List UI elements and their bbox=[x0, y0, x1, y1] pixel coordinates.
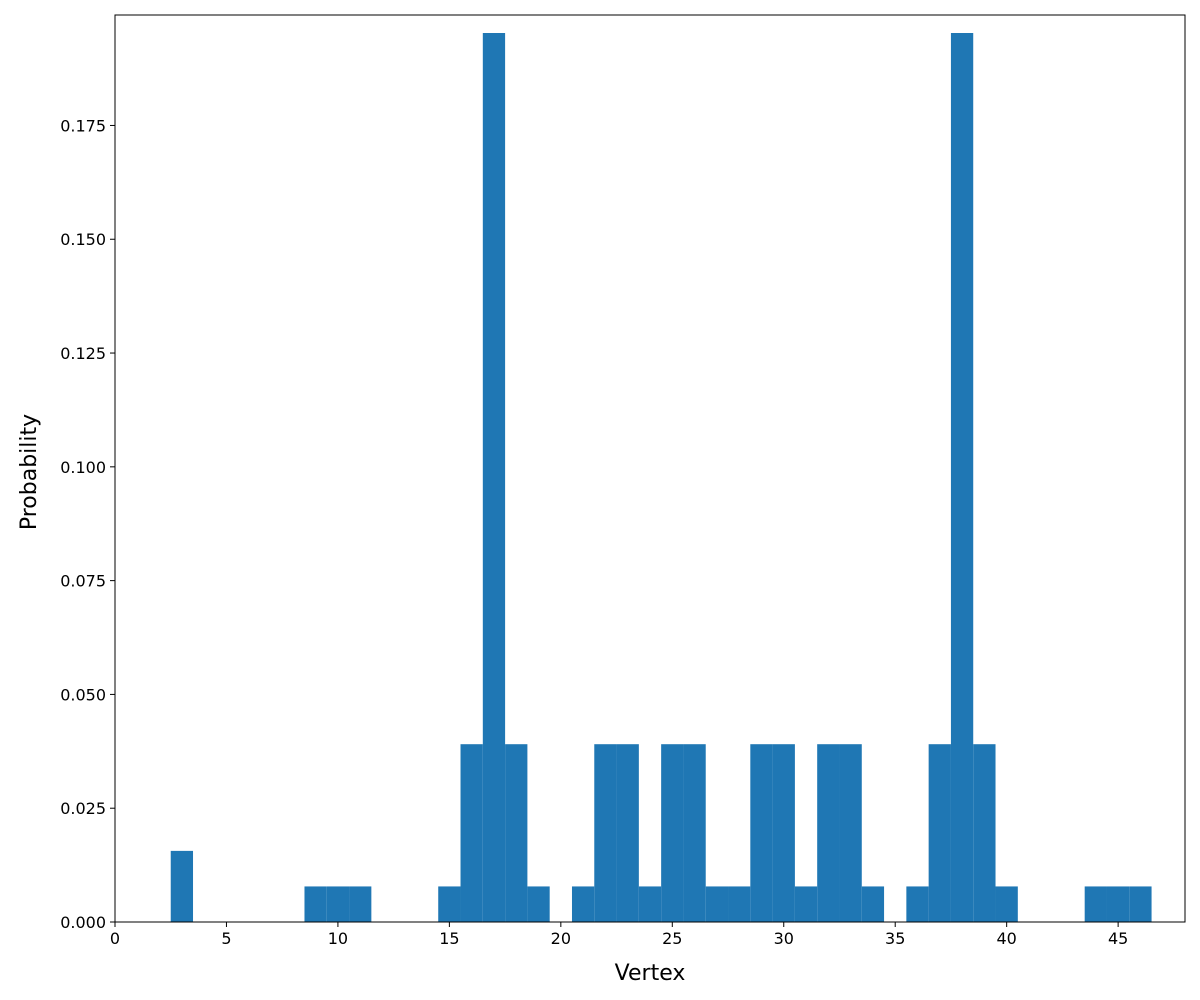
bar-vertex-26 bbox=[683, 744, 706, 922]
bar-vertex-9 bbox=[304, 886, 327, 922]
y-tick-label: 0.000 bbox=[60, 913, 106, 932]
bar-vertex-25 bbox=[661, 744, 684, 922]
bar-vertex-33 bbox=[839, 744, 862, 922]
bar-vertex-10 bbox=[326, 886, 350, 922]
bar-vertex-16 bbox=[460, 744, 483, 922]
x-tick-label: 10 bbox=[328, 929, 348, 948]
bar-vertex-23 bbox=[616, 744, 639, 922]
x-tick-label: 30 bbox=[774, 929, 794, 948]
y-tick-label: 0.100 bbox=[60, 458, 106, 477]
bar-vertex-24 bbox=[638, 886, 662, 922]
y-tick-label: 0.075 bbox=[60, 572, 106, 591]
bar-vertex-31 bbox=[794, 886, 818, 922]
ticks-group: 0 5 10 15 20 25 30 35 40 45 0.000 0.025 0.050 0.075 0.… bbox=[60, 116, 1128, 948]
bar-vertex-3 bbox=[170, 850, 194, 922]
bar-vertex-28 bbox=[728, 886, 751, 922]
y-axis-label: Probability bbox=[17, 414, 42, 530]
bar-vertex-17 bbox=[482, 33, 506, 922]
x-tick-label: 45 bbox=[1108, 929, 1128, 948]
bar-vertex-45 bbox=[1106, 886, 1130, 922]
bar-vertex-19 bbox=[527, 886, 550, 922]
bar-vertex-37 bbox=[928, 744, 951, 922]
x-axis-label: Vertex bbox=[615, 961, 686, 986]
bar-vertex-21 bbox=[571, 886, 595, 922]
bar-vertex-44 bbox=[1084, 886, 1107, 922]
x-tick-label: 15 bbox=[439, 929, 459, 948]
bar-vertex-29 bbox=[750, 744, 773, 922]
plot-area bbox=[115, 15, 1185, 922]
x-tick-label: 20 bbox=[551, 929, 571, 948]
bar-vertex-40 bbox=[995, 886, 1018, 922]
bar-vertex-27 bbox=[705, 886, 729, 922]
bar-vertex-32 bbox=[817, 744, 840, 922]
y-tick-label: 0.050 bbox=[60, 685, 106, 704]
x-tick-label: 25 bbox=[662, 929, 682, 948]
y-tick-label: 0.150 bbox=[60, 230, 106, 249]
bar-vertex-34 bbox=[861, 886, 885, 922]
bar-vertex-15 bbox=[438, 886, 461, 922]
y-tick-label: 0.175 bbox=[60, 116, 106, 135]
x-tick-label: 0 bbox=[110, 929, 120, 948]
bar-vertex-38 bbox=[950, 33, 974, 922]
axes-frame bbox=[114, 14, 1186, 923]
bar-vertex-30 bbox=[772, 744, 795, 922]
x-tick-label: 35 bbox=[885, 929, 905, 948]
bar-vertex-46 bbox=[1129, 886, 1152, 922]
y-tick-label: 0.125 bbox=[60, 344, 106, 363]
bar-vertex-39 bbox=[973, 744, 996, 922]
bar-vertex-18 bbox=[505, 744, 528, 922]
y-tick-label: 0.025 bbox=[60, 799, 106, 818]
bar-vertex-11 bbox=[349, 886, 372, 922]
bar-vertex-22 bbox=[594, 744, 617, 922]
x-tick-label: 40 bbox=[996, 929, 1016, 948]
bars-group bbox=[170, 33, 1152, 922]
x-tick-label: 5 bbox=[221, 929, 231, 948]
bar-vertex-36 bbox=[906, 886, 929, 922]
